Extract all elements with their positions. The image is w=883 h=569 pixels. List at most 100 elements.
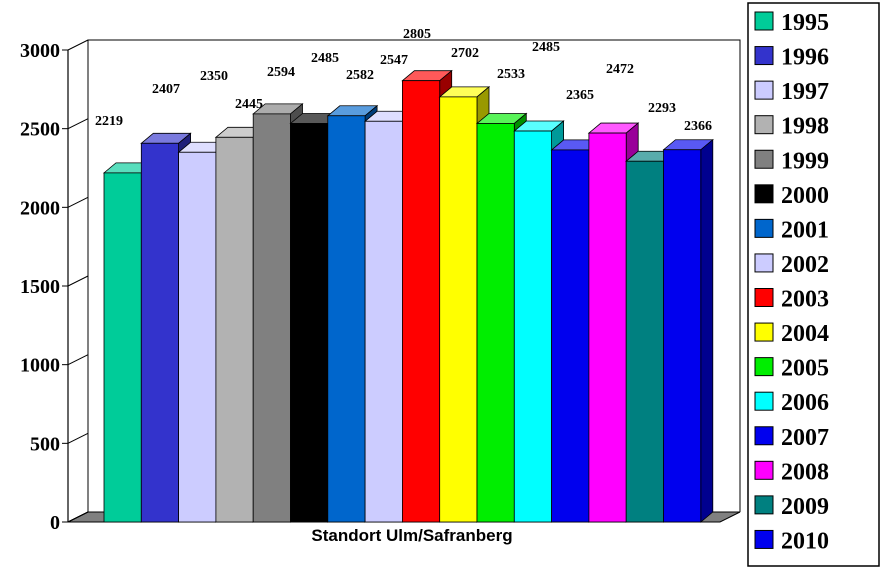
legend-item-1997: 1997	[754, 79, 829, 105]
y-tick-label: 1000	[20, 355, 60, 377]
legend-label: 1998	[781, 114, 829, 140]
y-tick-depth	[67, 275, 89, 287]
bar-front	[588, 132, 627, 523]
legend-label: 2007	[781, 425, 829, 451]
legend-swatch	[754, 46, 774, 66]
legend-label: 1996	[781, 45, 829, 71]
legend-swatch	[754, 149, 774, 169]
bar-front	[327, 115, 366, 523]
y-tick-depth	[67, 39, 89, 51]
legend-swatch	[754, 11, 774, 31]
legend-label: 2000	[781, 183, 829, 209]
data-label-1998: 2445	[235, 97, 263, 112]
data-label-2006: 2485	[532, 40, 560, 55]
legend-label: 2003	[781, 287, 829, 313]
y-tick-depth	[67, 511, 89, 523]
legend-swatch	[754, 80, 774, 100]
bar-front	[401, 80, 441, 523]
bar-2010	[662, 138, 714, 523]
legend-item-2007: 2007	[754, 425, 829, 451]
bar-front	[551, 149, 590, 523]
legend-item-1996: 1996	[754, 45, 829, 71]
legend-item-2004: 2004	[754, 321, 829, 347]
legend-item-1998: 1998	[754, 114, 829, 140]
legend-item-2010: 2010	[754, 528, 829, 554]
legend-item-2002: 2002	[754, 252, 829, 278]
bar-front	[252, 113, 291, 523]
legend-swatch	[754, 288, 774, 307]
legend-swatch	[754, 357, 774, 377]
y-tick-label: 2000	[20, 197, 60, 219]
y-tick-label: 1500	[20, 276, 60, 298]
y-tick-depth	[67, 118, 89, 130]
legend-item-2000: 2000	[754, 183, 829, 209]
legend-label: 2001	[781, 217, 829, 243]
legend-swatch	[754, 322, 774, 342]
y-tick-label: 0	[50, 512, 60, 534]
bar-front	[140, 142, 180, 523]
data-label-2010: 2366	[684, 119, 712, 134]
legend-item-1999: 1999	[754, 148, 829, 174]
bar-front	[215, 136, 254, 523]
bars-group	[102, 69, 714, 523]
bar-front	[103, 172, 142, 523]
legend-swatch	[754, 460, 774, 480]
legend-item-2008: 2008	[754, 459, 829, 485]
bar-front	[439, 96, 478, 523]
data-label-1996: 2407	[152, 82, 180, 97]
data-label-2003: 2805	[403, 27, 431, 42]
legend-label: 1997	[781, 79, 829, 105]
data-label-2001: 2582	[346, 68, 374, 83]
data-label-2008: 2472	[606, 62, 634, 77]
y-tick-label: 500	[30, 433, 60, 455]
y-tick-label: 2500	[20, 119, 60, 141]
x-axis-label: Standort Ulm/Safranberg	[311, 526, 512, 545]
legend-swatch	[754, 391, 774, 411]
legend-swatch	[754, 495, 774, 515]
legend-item-2005: 2005	[754, 356, 829, 382]
legend-label: 2006	[781, 390, 829, 416]
legend-label: 2004	[781, 321, 829, 347]
data-label-2007: 2365	[566, 88, 594, 103]
legend-swatch	[754, 426, 774, 446]
data-labels-group: 2219 2407 2350 2445 2594 2485 2582 2547 2805 2702…	[95, 27, 712, 134]
legend-item-2001: 2001	[754, 217, 829, 243]
legend-label: 1995	[781, 10, 829, 36]
legend-swatch	[754, 115, 774, 135]
data-label-2000: 2485	[311, 51, 339, 66]
data-label-1997: 2350	[200, 69, 228, 84]
data-label-2004: 2702	[451, 46, 479, 61]
legend-label: 2002	[781, 252, 829, 278]
legend-swatch	[754, 184, 774, 204]
bar-front	[625, 160, 664, 523]
legend-label: 2008	[781, 459, 829, 485]
legend-label: 2009	[781, 494, 829, 520]
legend-label: 2005	[781, 356, 829, 382]
data-label-2005: 2533	[497, 67, 525, 82]
bar-front	[364, 120, 403, 523]
y-tick-depth	[67, 196, 89, 208]
y-tick-label: 3000	[20, 40, 60, 62]
y-tick-depth	[67, 432, 89, 444]
legend-item-2009: 2009	[754, 494, 829, 520]
bar-front	[513, 130, 552, 523]
legend-swatch	[754, 218, 774, 238]
data-label-1995: 2219	[95, 114, 123, 129]
data-label-2009: 2293	[648, 101, 676, 116]
bar-front	[476, 123, 515, 523]
data-label-2002: 2547	[380, 53, 408, 68]
y-tick-depth	[67, 354, 89, 366]
bar-front	[290, 123, 329, 523]
legend-label: 1999	[781, 148, 829, 174]
bar-front	[663, 149, 702, 523]
legend: 1995 1996 1997 1998 1999 2000 2001 2002 2003 2004…	[747, 2, 880, 567]
data-label-1999: 2594	[267, 65, 295, 80]
bar-side	[700, 138, 714, 523]
legend-item-2006: 2006	[754, 390, 829, 416]
legend-item-2003: 2003	[754, 287, 829, 313]
y-axis: 0 500 1000 1500 2000 2500 3000	[20, 39, 89, 534]
legend-item-1995: 1995	[754, 10, 829, 36]
legend-swatch	[754, 253, 774, 273]
legend-label: 2010	[781, 528, 829, 554]
